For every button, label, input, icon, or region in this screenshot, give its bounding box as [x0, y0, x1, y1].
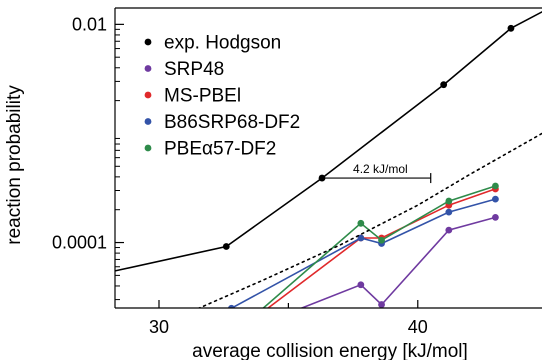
data-point-srp48 — [445, 226, 453, 234]
data-point-pbe-57-df2 — [357, 219, 365, 227]
data-point-exp-hodgson — [440, 81, 448, 89]
x-axis-label: average collision energy [kJ/mol] — [192, 341, 468, 360]
data-point-exp-hodgson — [222, 243, 230, 250]
series-line-pbe-57-df2 — [262, 185, 497, 308]
data-point-b86srp68-df2 — [445, 208, 453, 216]
annotation-label: 4.2 kJ/mol — [353, 162, 408, 176]
data-point-pbe-57-df2 — [378, 236, 385, 244]
data-point-ms-pbel — [228, 332, 235, 339]
legend-entry: PBEα57-DF2 — [164, 139, 276, 160]
legend-entry: MS-PBEl — [164, 86, 241, 107]
legend: exp. Hodgson SRP48 MS-PBEl B86SRP68-DF2 PBEα… — [144, 33, 300, 160]
legend-marker — [144, 91, 152, 99]
data-point-srp48 — [378, 301, 385, 308]
data-point-exp-hodgson — [507, 24, 515, 32]
legend-marker — [144, 38, 152, 46]
data-point-srp48 — [357, 281, 365, 289]
data-point-b86srp68-df2 — [357, 234, 365, 242]
data-point-srp48 — [228, 332, 235, 339]
legend-entry: SRP48 — [164, 59, 224, 80]
legend-entry: exp. Hodgson — [164, 33, 281, 54]
data-point-b86srp68-df2 — [228, 304, 235, 308]
axes: 30 40 0.01 0.0001 — [52, 7, 542, 337]
y-tick-label: 0.0001 — [52, 233, 107, 253]
legend-marker — [144, 65, 152, 72]
plot-inner — [115, 11, 542, 339]
data-point-b86srp68-df2 — [492, 195, 499, 203]
plot-area: 4.2 kJ/mol — [115, 11, 542, 339]
x-tick-label: 40 — [408, 317, 428, 337]
series-line-dotted-reference — [197, 132, 542, 308]
series-line-exp-hodgson — [115, 11, 542, 272]
legend-marker — [144, 118, 152, 125]
data-point-srp48 — [492, 214, 499, 221]
data-point-pbe-57-df2 — [492, 182, 499, 190]
y-axis-label: reaction probability — [4, 85, 25, 245]
legend-entry: B86SRP68-DF2 — [164, 112, 300, 133]
y-tick-label: 0.01 — [72, 14, 107, 34]
data-point-pbe-57-df2 — [445, 197, 453, 205]
legend-marker — [144, 144, 152, 152]
data-point-pbe-57-df2 — [228, 332, 235, 339]
x-tick-label: 30 — [149, 317, 169, 337]
